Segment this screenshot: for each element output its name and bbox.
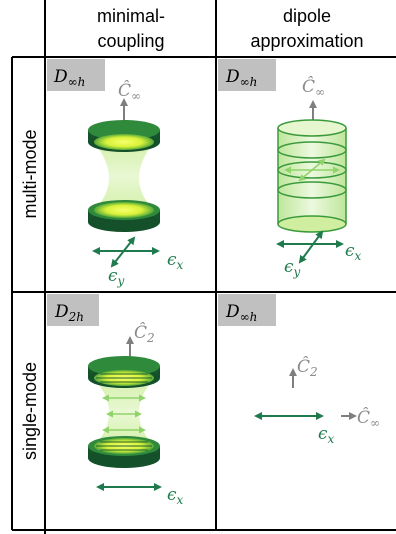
mode-cylinder — [277, 119, 347, 233]
polarization-y-label: ϵy — [284, 257, 301, 279]
polarization-y-label: ϵy — [108, 266, 125, 288]
axis-label: Ĉ∞ — [118, 80, 141, 103]
col-header-dipole-line1: dipole — [283, 6, 331, 26]
axis-label: Ĉ2 — [134, 322, 155, 345]
point-group-label: D∞h — [225, 302, 257, 324]
col-header-dipole-line2: approximation — [250, 31, 363, 51]
polarization-x-label: ϵx — [318, 424, 335, 446]
axis-label-vertical: Ĉ2 — [297, 356, 318, 379]
polarization-y-arrow — [298, 230, 324, 264]
cell-multimode-dipole: D∞h Ĉ∞ ϵy ϵx — [218, 59, 362, 279]
point-group-label: D2h — [54, 302, 84, 324]
polarization-x-label: ϵx — [167, 485, 184, 507]
row-label-multi-mode: multi-mode — [20, 129, 40, 218]
polarization-x-label: ϵx — [345, 241, 362, 263]
cell-multimode-minimal-coupling: D∞h Ĉ∞ ϵy ϵx — [47, 59, 184, 288]
polarization-y-arrow — [110, 236, 136, 268]
point-group-badge — [218, 59, 276, 91]
point-group-badge — [218, 294, 276, 326]
point-group-label: D∞h — [225, 67, 257, 89]
axis-label-horizontal: Ĉ∞ — [357, 407, 380, 430]
col-header-minimal-coupling-line1: minimal- — [97, 6, 165, 26]
grid — [11, 0, 396, 534]
light-beam — [94, 142, 154, 210]
point-group-badge — [47, 59, 105, 91]
polarization-x-label: ϵx — [167, 250, 184, 272]
point-group-badge — [47, 294, 99, 326]
cell-singlemode-dipole: D∞h Ĉ2 ϵx Ĉ∞ — [218, 294, 380, 446]
row-label-single-mode: single-mode — [20, 362, 40, 460]
axis-label: Ĉ∞ — [302, 76, 325, 99]
col-header-minimal-coupling-line2: coupling — [97, 31, 164, 51]
light-beam — [94, 378, 154, 446]
point-group-label: D∞h — [53, 67, 85, 89]
cell-singlemode-minimal-coupling: D2h Ĉ2 ϵx — [47, 294, 184, 507]
